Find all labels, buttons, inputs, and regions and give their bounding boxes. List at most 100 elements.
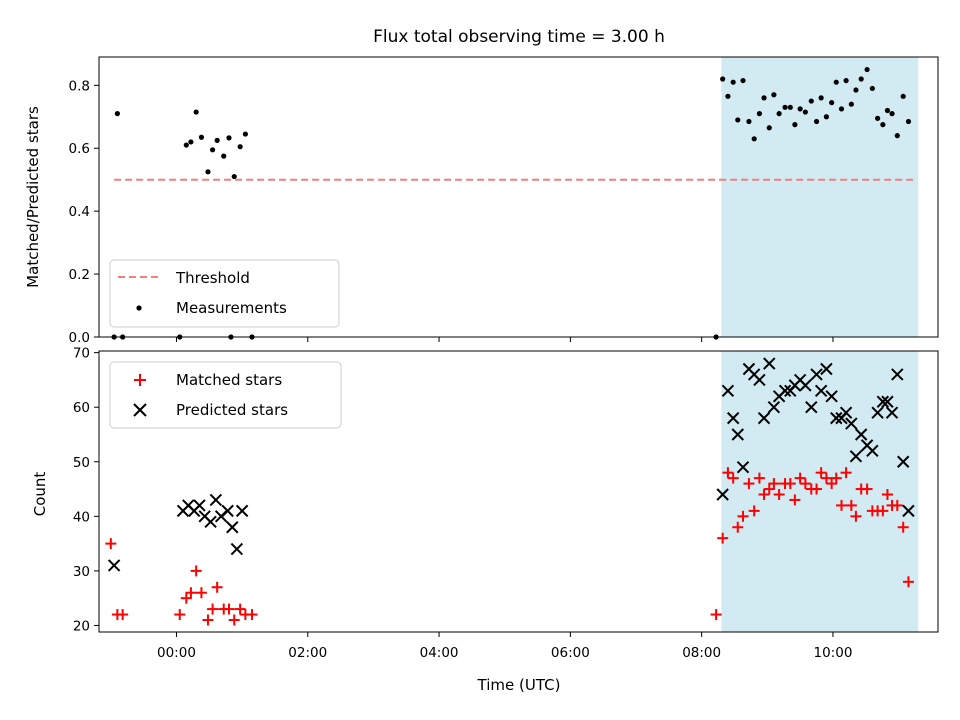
predicted-stars-point <box>230 542 244 556</box>
predicted-stars-point <box>778 384 792 398</box>
predicted-stars-point <box>736 461 750 474</box>
matched-stars-point <box>117 609 129 621</box>
measurement-point <box>776 111 782 117</box>
matched-stars-point <box>722 467 734 479</box>
count-panel: 20 30 40 50 60 70 00:00 02:00 04:00 06:00 08:00 10… <box>31 346 939 694</box>
matched-stars-point <box>897 521 909 533</box>
predicted-stars-point <box>830 411 843 425</box>
measurement-point <box>884 107 891 114</box>
measurement-point <box>242 131 248 137</box>
measurement-point <box>198 134 205 140</box>
count-legend: Matched stars Predicted stars <box>109 361 342 429</box>
y-tick-label: 0.8 <box>69 78 90 94</box>
measurement-point <box>797 106 803 112</box>
measurement-point <box>823 114 829 120</box>
matched-stars-point <box>710 609 722 621</box>
count-axes-frame <box>98 350 939 633</box>
measurement-point <box>833 79 839 85</box>
y-tick-label: 0.4 <box>69 204 90 220</box>
matched-stars-point <box>830 472 842 484</box>
predicted-stars-point <box>885 406 899 419</box>
x-axis: 00:00 02:00 04:00 06:00 08:00 10:00 <box>157 632 852 661</box>
measurement-point <box>740 77 746 84</box>
measurement-point <box>792 122 798 128</box>
measurement-point <box>205 169 211 175</box>
y-tick-label: 30 <box>73 564 90 580</box>
ratio-plot-area <box>111 66 916 340</box>
measurement-point <box>802 109 808 115</box>
matched-stars-point <box>211 581 223 593</box>
matched-stars-point <box>789 494 801 506</box>
predicted-stars-point <box>209 493 223 507</box>
predicted-stars-point <box>799 379 812 392</box>
matched-stars-point <box>784 478 796 490</box>
matched-stars-point <box>768 478 780 490</box>
measurement-point <box>751 136 757 142</box>
measurement-point <box>226 135 232 141</box>
measurement-point <box>869 85 875 92</box>
predicted-stars-point <box>763 357 776 370</box>
matched-stars-point <box>174 609 186 621</box>
predicted-stars-point <box>876 395 890 408</box>
matched-stars-point <box>195 587 207 599</box>
predicted-stars-point <box>849 450 863 463</box>
measurement-point <box>183 142 189 148</box>
predicted-stars-point <box>716 488 729 501</box>
y-tick-label: 70 <box>73 346 90 362</box>
matched-stars-point <box>717 532 729 544</box>
measurement-point <box>853 87 859 93</box>
legend-box <box>109 361 342 429</box>
measurement-point <box>746 118 752 125</box>
predicted-stars-point <box>753 373 766 387</box>
matched-stars-point <box>815 467 827 479</box>
count-y-axis-label: Count <box>31 472 49 517</box>
matched-stars-point <box>732 521 744 533</box>
chart-title: Flux total observing time = 3.00 h <box>373 27 665 47</box>
predicted-stars-point <box>854 428 868 441</box>
matched-stars-point <box>835 499 847 511</box>
measurement-point <box>209 147 216 153</box>
y-tick-label: 60 <box>73 400 90 416</box>
measurement-point <box>848 101 854 107</box>
measurement-point <box>221 153 227 159</box>
legend-label-matched: Matched stars <box>176 371 282 389</box>
measurement-point <box>761 95 767 101</box>
ratio-y-axis-label: Matched/Predicted stars <box>24 106 42 288</box>
matched-stars-point <box>881 489 893 501</box>
matched-stars-point <box>845 499 857 511</box>
predicted-stars-point <box>721 384 735 398</box>
predicted-stars-point <box>810 368 823 381</box>
measurement-point <box>730 79 736 85</box>
matched-legend-swatch <box>134 374 146 386</box>
measurement-point <box>880 122 886 128</box>
matched-stars-point <box>228 614 240 626</box>
measurement-point <box>214 137 220 143</box>
measurement-point <box>735 117 741 123</box>
predicted-stars-point <box>871 406 884 419</box>
y-tick-label: 0.6 <box>69 141 90 157</box>
measurement-point <box>900 93 906 99</box>
y-tick-label: 20 <box>73 618 90 634</box>
matched-stars-point <box>737 510 749 522</box>
matched-stars-point <box>105 538 117 550</box>
ratio-y-axis: 0.0 0.2 0.4 0.6 0.8 <box>69 78 99 346</box>
matched-stars-point <box>234 603 246 615</box>
predicted-stars-point <box>820 362 833 376</box>
measurement-point <box>843 77 849 84</box>
matched-stars-point <box>727 472 739 484</box>
predicted-stars-point <box>731 428 744 441</box>
matched-stars-point <box>891 499 903 511</box>
predicted-stars-point <box>902 504 915 518</box>
measurement-point <box>756 111 763 117</box>
measurement-point <box>864 66 870 73</box>
matched-stars-point <box>758 489 770 501</box>
measurement-point <box>894 133 900 139</box>
matched-stars-point <box>185 587 197 599</box>
measurement-point <box>782 104 788 110</box>
matched-stars-point <box>799 478 811 490</box>
matched-stars-point <box>223 603 235 615</box>
predicted-stars-point <box>726 411 740 425</box>
matched-stars-point <box>748 505 760 517</box>
x-tick-label: 10:00 <box>814 645 853 661</box>
